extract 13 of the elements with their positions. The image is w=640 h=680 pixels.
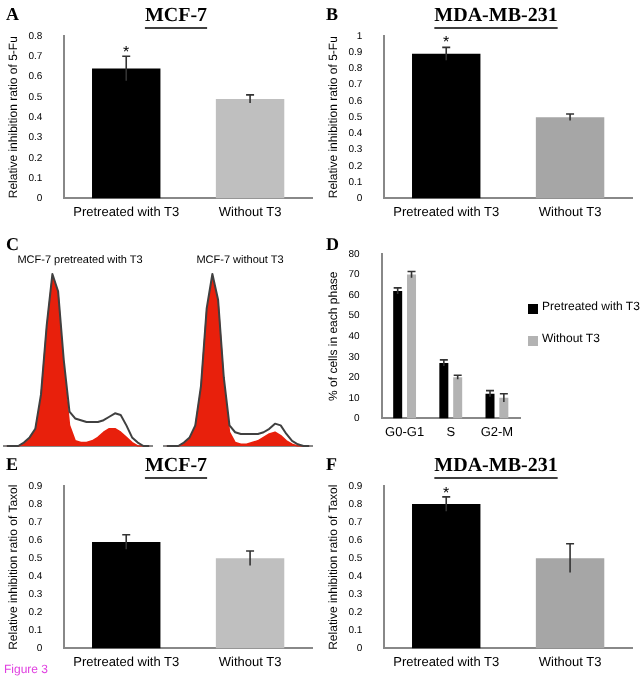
chart-title: MCF-7 bbox=[144, 455, 208, 478]
annotation: * bbox=[443, 32, 450, 51]
text: E bbox=[6, 453, 19, 474]
chart-title: MCF-7 bbox=[144, 5, 208, 28]
text: D bbox=[326, 233, 340, 254]
chart-title: MDA-MB-231 bbox=[434, 5, 558, 28]
text: A bbox=[6, 3, 20, 24]
text: F bbox=[326, 453, 338, 474]
annotation: * bbox=[123, 42, 130, 61]
text: C bbox=[6, 233, 19, 254]
text: B bbox=[326, 3, 339, 24]
chart-title: MDA-MB-231 bbox=[434, 455, 558, 478]
annotation: * bbox=[443, 483, 450, 502]
